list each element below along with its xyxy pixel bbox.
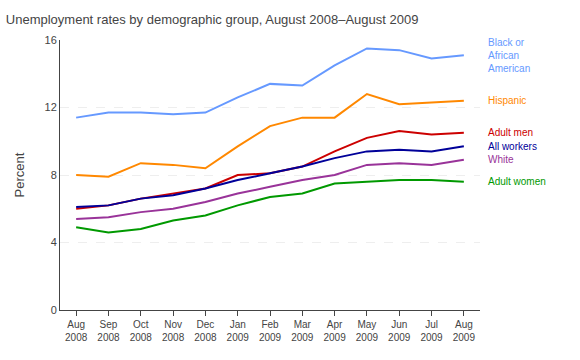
svg-text:Adult women: Adult women bbox=[488, 176, 546, 187]
svg-text:Black orAfricanAmerican: Black orAfricanAmerican bbox=[488, 37, 530, 74]
svg-text:Aug2008: Aug2008 bbox=[65, 319, 88, 343]
svg-text:Jul2009: Jul2009 bbox=[420, 319, 443, 343]
svg-text:8: 8 bbox=[51, 169, 57, 181]
svg-text:Mar2009: Mar2009 bbox=[291, 319, 314, 343]
svg-text:White: White bbox=[488, 154, 514, 165]
svg-text:Sep2008: Sep2008 bbox=[97, 319, 120, 343]
svg-text:Aug2009: Aug2009 bbox=[453, 319, 476, 343]
svg-text:12: 12 bbox=[45, 101, 57, 113]
svg-text:Unemployment rates by demograp: Unemployment rates by demographic group,… bbox=[6, 12, 419, 27]
svg-text:Jan2009: Jan2009 bbox=[227, 319, 250, 343]
svg-text:0: 0 bbox=[51, 304, 57, 316]
svg-text:Adult men: Adult men bbox=[488, 127, 533, 138]
svg-text:Oct2008: Oct2008 bbox=[130, 319, 153, 343]
svg-text:Nov2008: Nov2008 bbox=[162, 319, 185, 343]
svg-text:Apr2009: Apr2009 bbox=[323, 319, 346, 343]
svg-text:Hispanic: Hispanic bbox=[488, 95, 526, 106]
svg-text:May2009: May2009 bbox=[356, 319, 379, 343]
svg-text:Feb2009: Feb2009 bbox=[259, 319, 282, 343]
svg-text:All workers: All workers bbox=[488, 141, 537, 152]
svg-text:4: 4 bbox=[51, 236, 57, 248]
svg-text:Percent: Percent bbox=[12, 152, 27, 197]
svg-text:Dec2008: Dec2008 bbox=[194, 319, 217, 343]
svg-text:Jun2009: Jun2009 bbox=[388, 319, 411, 343]
svg-text:16: 16 bbox=[45, 34, 57, 46]
